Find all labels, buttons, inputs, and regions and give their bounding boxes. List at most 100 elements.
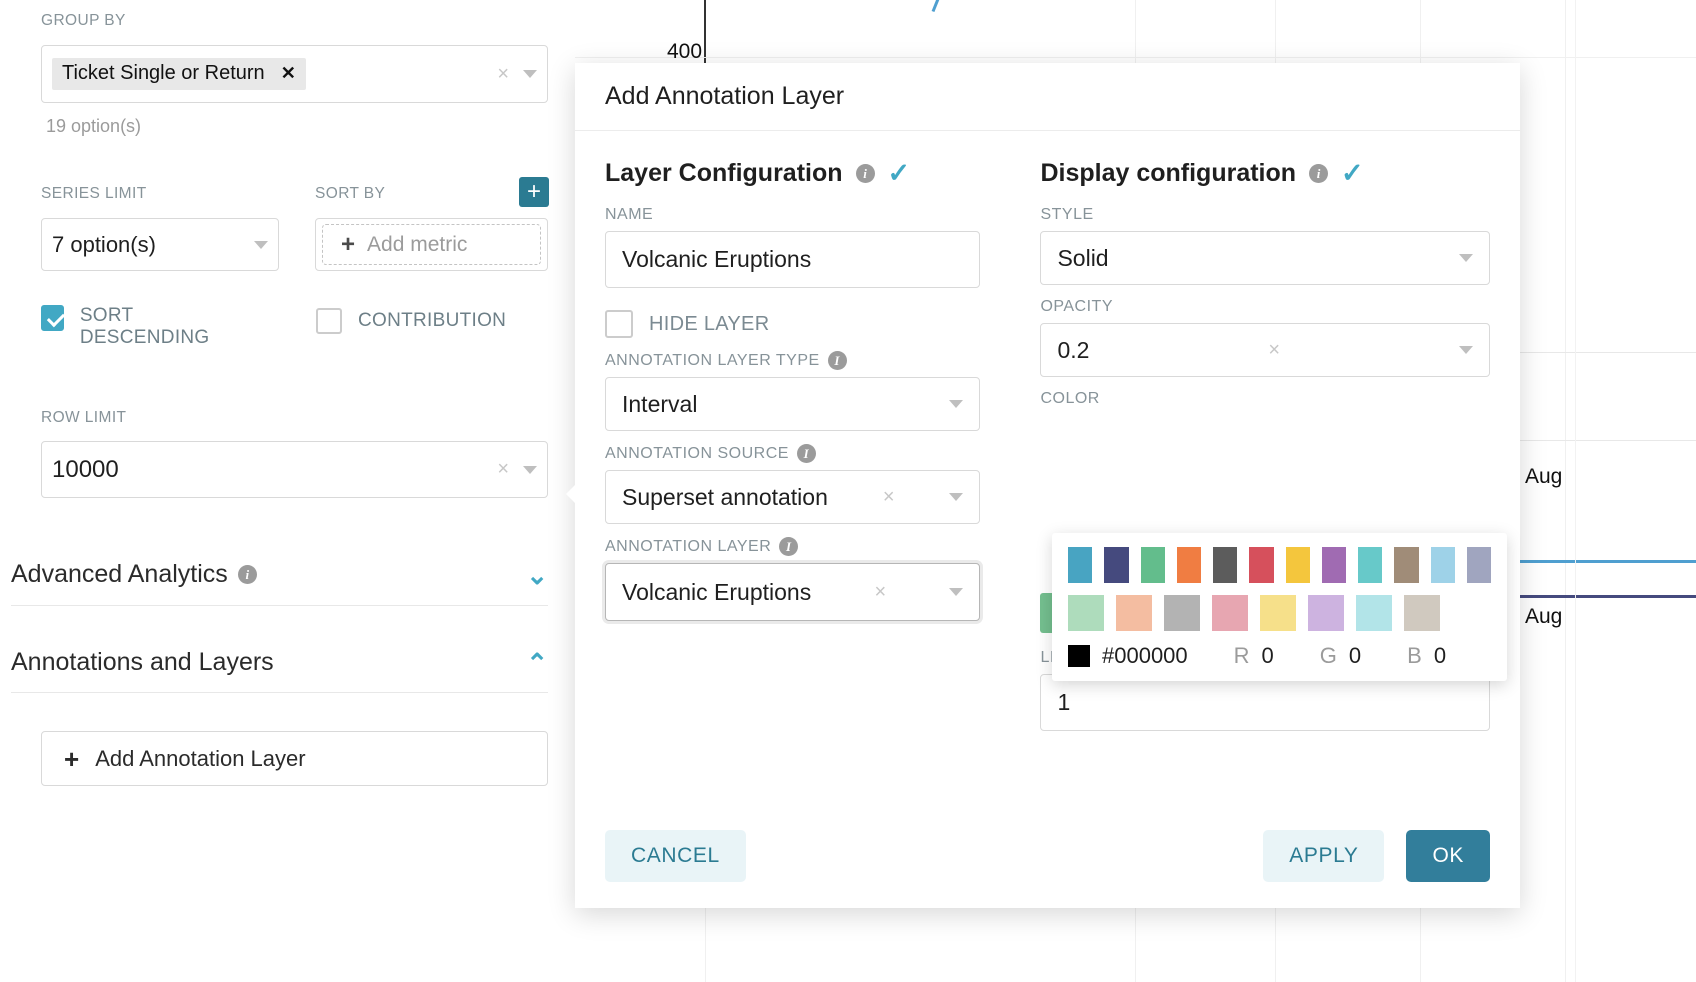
- color-swatch-1[interactable]: [1104, 547, 1129, 583]
- sort-by-control[interactable]: + Add metric: [315, 218, 548, 271]
- chart-gridline-h: [1520, 440, 1696, 441]
- checkbox-icon[interactable]: [605, 310, 633, 338]
- layer-configuration-column: Layer Configuration i ✓ NAME Volcanic Er…: [605, 159, 981, 731]
- chart-x-label-aug-2: Aug: [1525, 605, 1563, 628]
- color-swatch-1[interactable]: [1116, 595, 1152, 631]
- plus-icon: +: [64, 743, 80, 774]
- color-picker-popover[interactable]: #000000 R 0 G 0 B 0: [1052, 533, 1507, 681]
- group-by-select[interactable]: Ticket Single or Return ✕ ×: [41, 45, 548, 103]
- annotation-layer-label-text: ANNOTATION LAYER: [605, 537, 772, 555]
- opacity-value: 0.2: [1057, 336, 1090, 363]
- row-limit-select[interactable]: 10000 ×: [41, 441, 548, 498]
- apply-button[interactable]: APPLY: [1263, 830, 1385, 882]
- close-icon[interactable]: ✕: [280, 63, 296, 83]
- color-hex-value: #000000: [1102, 643, 1188, 668]
- name-label: NAME: [605, 206, 654, 223]
- plus-icon: +: [341, 230, 356, 258]
- name-value: Volcanic Eruptions: [622, 246, 812, 272]
- color-swatch-9[interactable]: [1394, 547, 1419, 583]
- checkbox-icon[interactable]: [41, 305, 64, 331]
- color-swatch-7[interactable]: [1404, 595, 1440, 631]
- color-swatch-8[interactable]: [1358, 547, 1383, 583]
- group-by-tag-label: Ticket Single or Return: [62, 62, 265, 84]
- row-limit-value: 10000: [52, 455, 119, 483]
- color-b-value: 0: [1433, 643, 1447, 668]
- cancel-label: CANCEL: [631, 844, 720, 867]
- info-icon[interactable]: i: [237, 565, 257, 584]
- ok-button[interactable]: OK: [1406, 830, 1490, 882]
- info-icon[interactable]: i: [796, 444, 816, 463]
- checkbox-icon[interactable]: [316, 308, 342, 334]
- color-swatch-6[interactable]: [1356, 595, 1392, 631]
- clear-icon[interactable]: ×: [882, 485, 895, 508]
- chevron-down-icon[interactable]: ⌄: [526, 559, 548, 590]
- annotation-layer-select[interactable]: Volcanic Eruptions ×: [605, 563, 981, 621]
- clear-icon[interactable]: ×: [497, 458, 509, 480]
- chevron-down-icon[interactable]: [523, 70, 537, 78]
- chevron-down-icon[interactable]: [949, 493, 964, 501]
- color-swatch-3[interactable]: [1212, 595, 1248, 631]
- color-swatch-0[interactable]: [1068, 595, 1104, 631]
- chevron-down-icon[interactable]: [254, 240, 268, 249]
- cancel-button[interactable]: CANCEL: [605, 830, 746, 882]
- add-sort-button[interactable]: +: [519, 177, 549, 207]
- sort-descending-checkbox[interactable]: SORT DESCENDING: [41, 305, 241, 349]
- clear-icon[interactable]: ×: [497, 62, 509, 85]
- hide-layer-checkbox[interactable]: HIDE LAYER: [605, 310, 980, 338]
- chevron-down-icon[interactable]: [523, 465, 537, 474]
- series-limit-select[interactable]: 7 option(s): [41, 218, 279, 271]
- opacity-select[interactable]: 0.2 ×: [1040, 323, 1490, 377]
- color-hex-readout: #000000 R 0 G 0 B 0: [1068, 643, 1491, 669]
- color-swatch-2[interactable]: [1164, 595, 1200, 631]
- chart-gridline-h: [1520, 352, 1696, 353]
- color-swatch-5[interactable]: [1308, 595, 1344, 631]
- info-icon[interactable]: i: [1309, 164, 1329, 183]
- style-select[interactable]: Solid: [1040, 231, 1490, 285]
- chart-series-line: [1520, 595, 1696, 598]
- annotation-layer-type-select[interactable]: Interval: [605, 377, 981, 431]
- chart-series-line: [931, 0, 965, 13]
- add-metric-label: Add metric: [367, 232, 468, 256]
- add-annotation-layer-modal: Add Annotation Layer Layer Configuration…: [566, 63, 1520, 908]
- add-metric-button[interactable]: + Add metric: [322, 224, 541, 265]
- group-by-tag[interactable]: Ticket Single or Return ✕: [52, 58, 306, 90]
- color-swatch-2[interactable]: [1140, 547, 1165, 583]
- line-width-input[interactable]: 1: [1040, 674, 1490, 731]
- color-swatch-11[interactable]: [1466, 547, 1491, 583]
- hide-layer-label: HIDE LAYER: [649, 312, 770, 335]
- color-g-value: 0: [1348, 643, 1362, 668]
- color-swatch-7[interactable]: [1321, 547, 1346, 583]
- info-icon[interactable]: i: [779, 537, 799, 556]
- chevron-down-icon[interactable]: [949, 588, 964, 596]
- name-input[interactable]: Volcanic Eruptions: [605, 231, 981, 288]
- series-limit-value: 7 option(s): [52, 231, 156, 257]
- color-swatch-4[interactable]: [1213, 547, 1238, 583]
- chevron-down-icon[interactable]: [1459, 346, 1473, 354]
- layer-configuration-title: Layer Configuration: [605, 159, 843, 187]
- color-swatch-0[interactable]: [1068, 547, 1093, 583]
- contribution-checkbox[interactable]: CONTRIBUTION: [316, 308, 506, 334]
- annotation-source-select[interactable]: Superset annotation ×: [605, 470, 981, 524]
- color-swatch-6[interactable]: [1285, 547, 1310, 583]
- display-configuration-heading: Display configuration i ✓: [1040, 159, 1490, 188]
- clear-icon[interactable]: ×: [1268, 338, 1281, 361]
- chevron-up-icon[interactable]: ⌃: [526, 647, 548, 678]
- modal-header: Add Annotation Layer: [575, 63, 1520, 131]
- clear-icon[interactable]: ×: [874, 580, 887, 603]
- add-annotation-layer-button[interactable]: + Add Annotation Layer: [41, 731, 548, 786]
- display-configuration-column: Display configuration i ✓ STYLE Solid OP…: [1040, 159, 1507, 731]
- color-swatch-4[interactable]: [1260, 595, 1296, 631]
- color-swatch-5[interactable]: [1249, 547, 1274, 583]
- info-icon[interactable]: i: [855, 164, 875, 183]
- chevron-down-icon[interactable]: [949, 400, 964, 408]
- color-preview-chip: [1068, 645, 1090, 667]
- color-swatch-10[interactable]: [1430, 547, 1455, 583]
- info-icon[interactable]: i: [827, 351, 847, 370]
- ok-label: OK: [1432, 844, 1464, 867]
- color-swatch-3[interactable]: [1176, 547, 1201, 583]
- section-annotations-and-layers[interactable]: Annotations and Layers ⌃: [11, 648, 548, 677]
- chevron-down-icon[interactable]: [1459, 254, 1473, 262]
- section-advanced-analytics[interactable]: Advanced Analytics i ⌄: [11, 560, 548, 589]
- color-label: COLOR: [1040, 390, 1100, 407]
